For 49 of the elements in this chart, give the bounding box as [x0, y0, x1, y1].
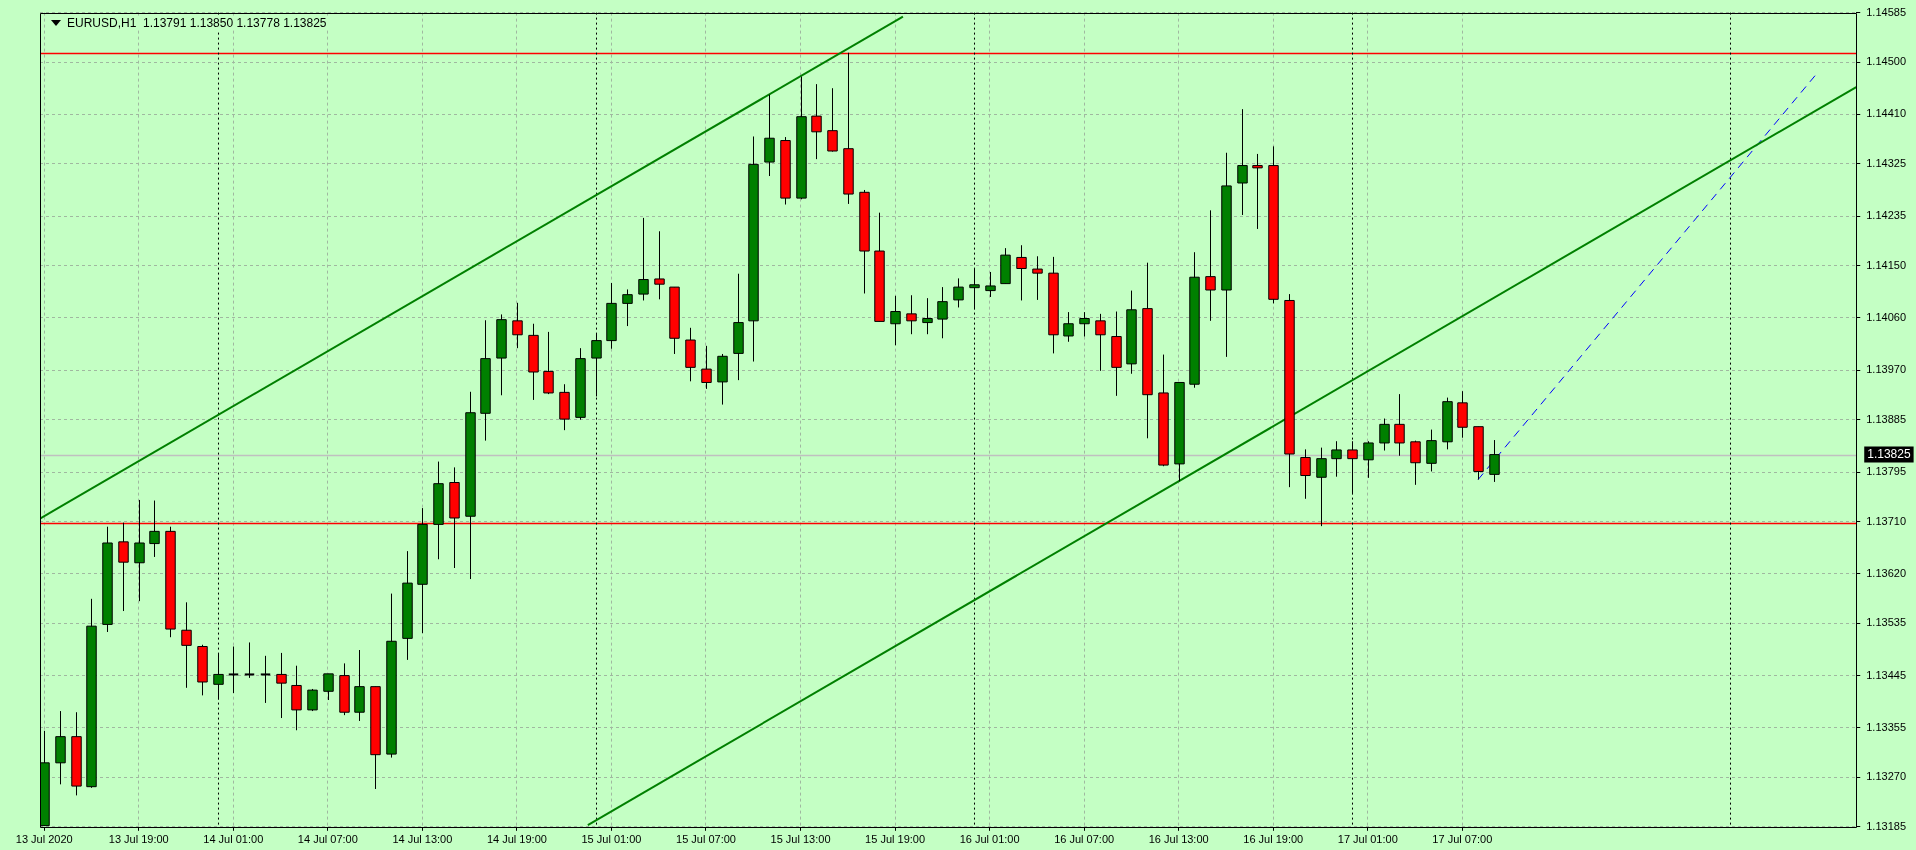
candlestick — [638, 217, 649, 301]
y-tick-label: 1.13970 — [1866, 363, 1906, 376]
x-tick-label: 13 Jul 2020 — [15, 833, 73, 846]
x-tick-label: 15 Jul 19:00 — [865, 833, 926, 846]
candlestick — [937, 286, 948, 339]
y-tick-label: 1.13185 — [1866, 819, 1906, 832]
x-tick-label: 15 Jul 07:00 — [676, 833, 736, 846]
y-tick-label: 1.14585 — [1866, 5, 1906, 18]
chart-title: EURUSD,H1 1.13791 1.13850 1.13778 1.13825 — [67, 16, 327, 30]
y-tick-label: 1.14060 — [1866, 310, 1906, 323]
candlestick — [1489, 439, 1500, 483]
candlestick — [243, 641, 256, 679]
x-tick-label: 14 Jul 13:00 — [392, 833, 453, 846]
y-tick-label: 1.13535 — [1866, 616, 1906, 629]
candlestick — [227, 646, 240, 694]
y-tick-label: 1.13710 — [1866, 514, 1906, 527]
ref-line-label: 1.13825 — [1867, 446, 1911, 461]
x-tick-label: 14 Jul 07:00 — [297, 833, 358, 846]
candlestick — [622, 288, 633, 327]
x-tick-label: 13 Jul 19:00 — [108, 833, 169, 846]
y-tick-label: 1.13885 — [1866, 412, 1906, 425]
x-tick-label: 16 Jul 19:00 — [1243, 833, 1304, 846]
y-tick-label: 1.13270 — [1866, 770, 1906, 783]
x-tick-label: 17 Jul 07:00 — [1432, 833, 1493, 846]
y-tick-label: 1.14500 — [1866, 55, 1906, 68]
y-tick-label: 1.13445 — [1866, 668, 1906, 681]
x-tick-label: 17 Jul 01:00 — [1337, 833, 1398, 846]
candlestick — [591, 332, 602, 397]
candlestick — [654, 230, 665, 300]
x-tick-label: 16 Jul 01:00 — [959, 833, 1020, 846]
y-tick-label: 1.13620 — [1866, 566, 1906, 579]
candlestick — [1316, 447, 1327, 527]
candlestick — [1300, 448, 1311, 500]
x-tick-label: 14 Jul 19:00 — [486, 833, 547, 846]
x-tick-label: 15 Jul 13:00 — [770, 833, 831, 846]
y-tick-label: 1.14325 — [1866, 156, 1906, 169]
candlestick — [1426, 429, 1437, 472]
x-tick-label: 16 Jul 07:00 — [1054, 833, 1115, 846]
y-tick-label: 1.13795 — [1866, 465, 1906, 478]
y-tick-label: 1.14410 — [1866, 107, 1906, 120]
candlestick — [259, 655, 272, 704]
x-tick-label: 15 Jul 01:00 — [581, 833, 642, 846]
y-tick-label: 1.14235 — [1866, 209, 1906, 222]
candlestick — [323, 673, 334, 701]
y-tick-label: 1.13355 — [1866, 720, 1906, 733]
x-tick-label: 16 Jul 13:00 — [1148, 833, 1209, 846]
candlestick — [1410, 440, 1421, 486]
x-tick-label: 14 Jul 01:00 — [203, 833, 264, 846]
y-tick-label: 1.14150 — [1866, 258, 1906, 271]
